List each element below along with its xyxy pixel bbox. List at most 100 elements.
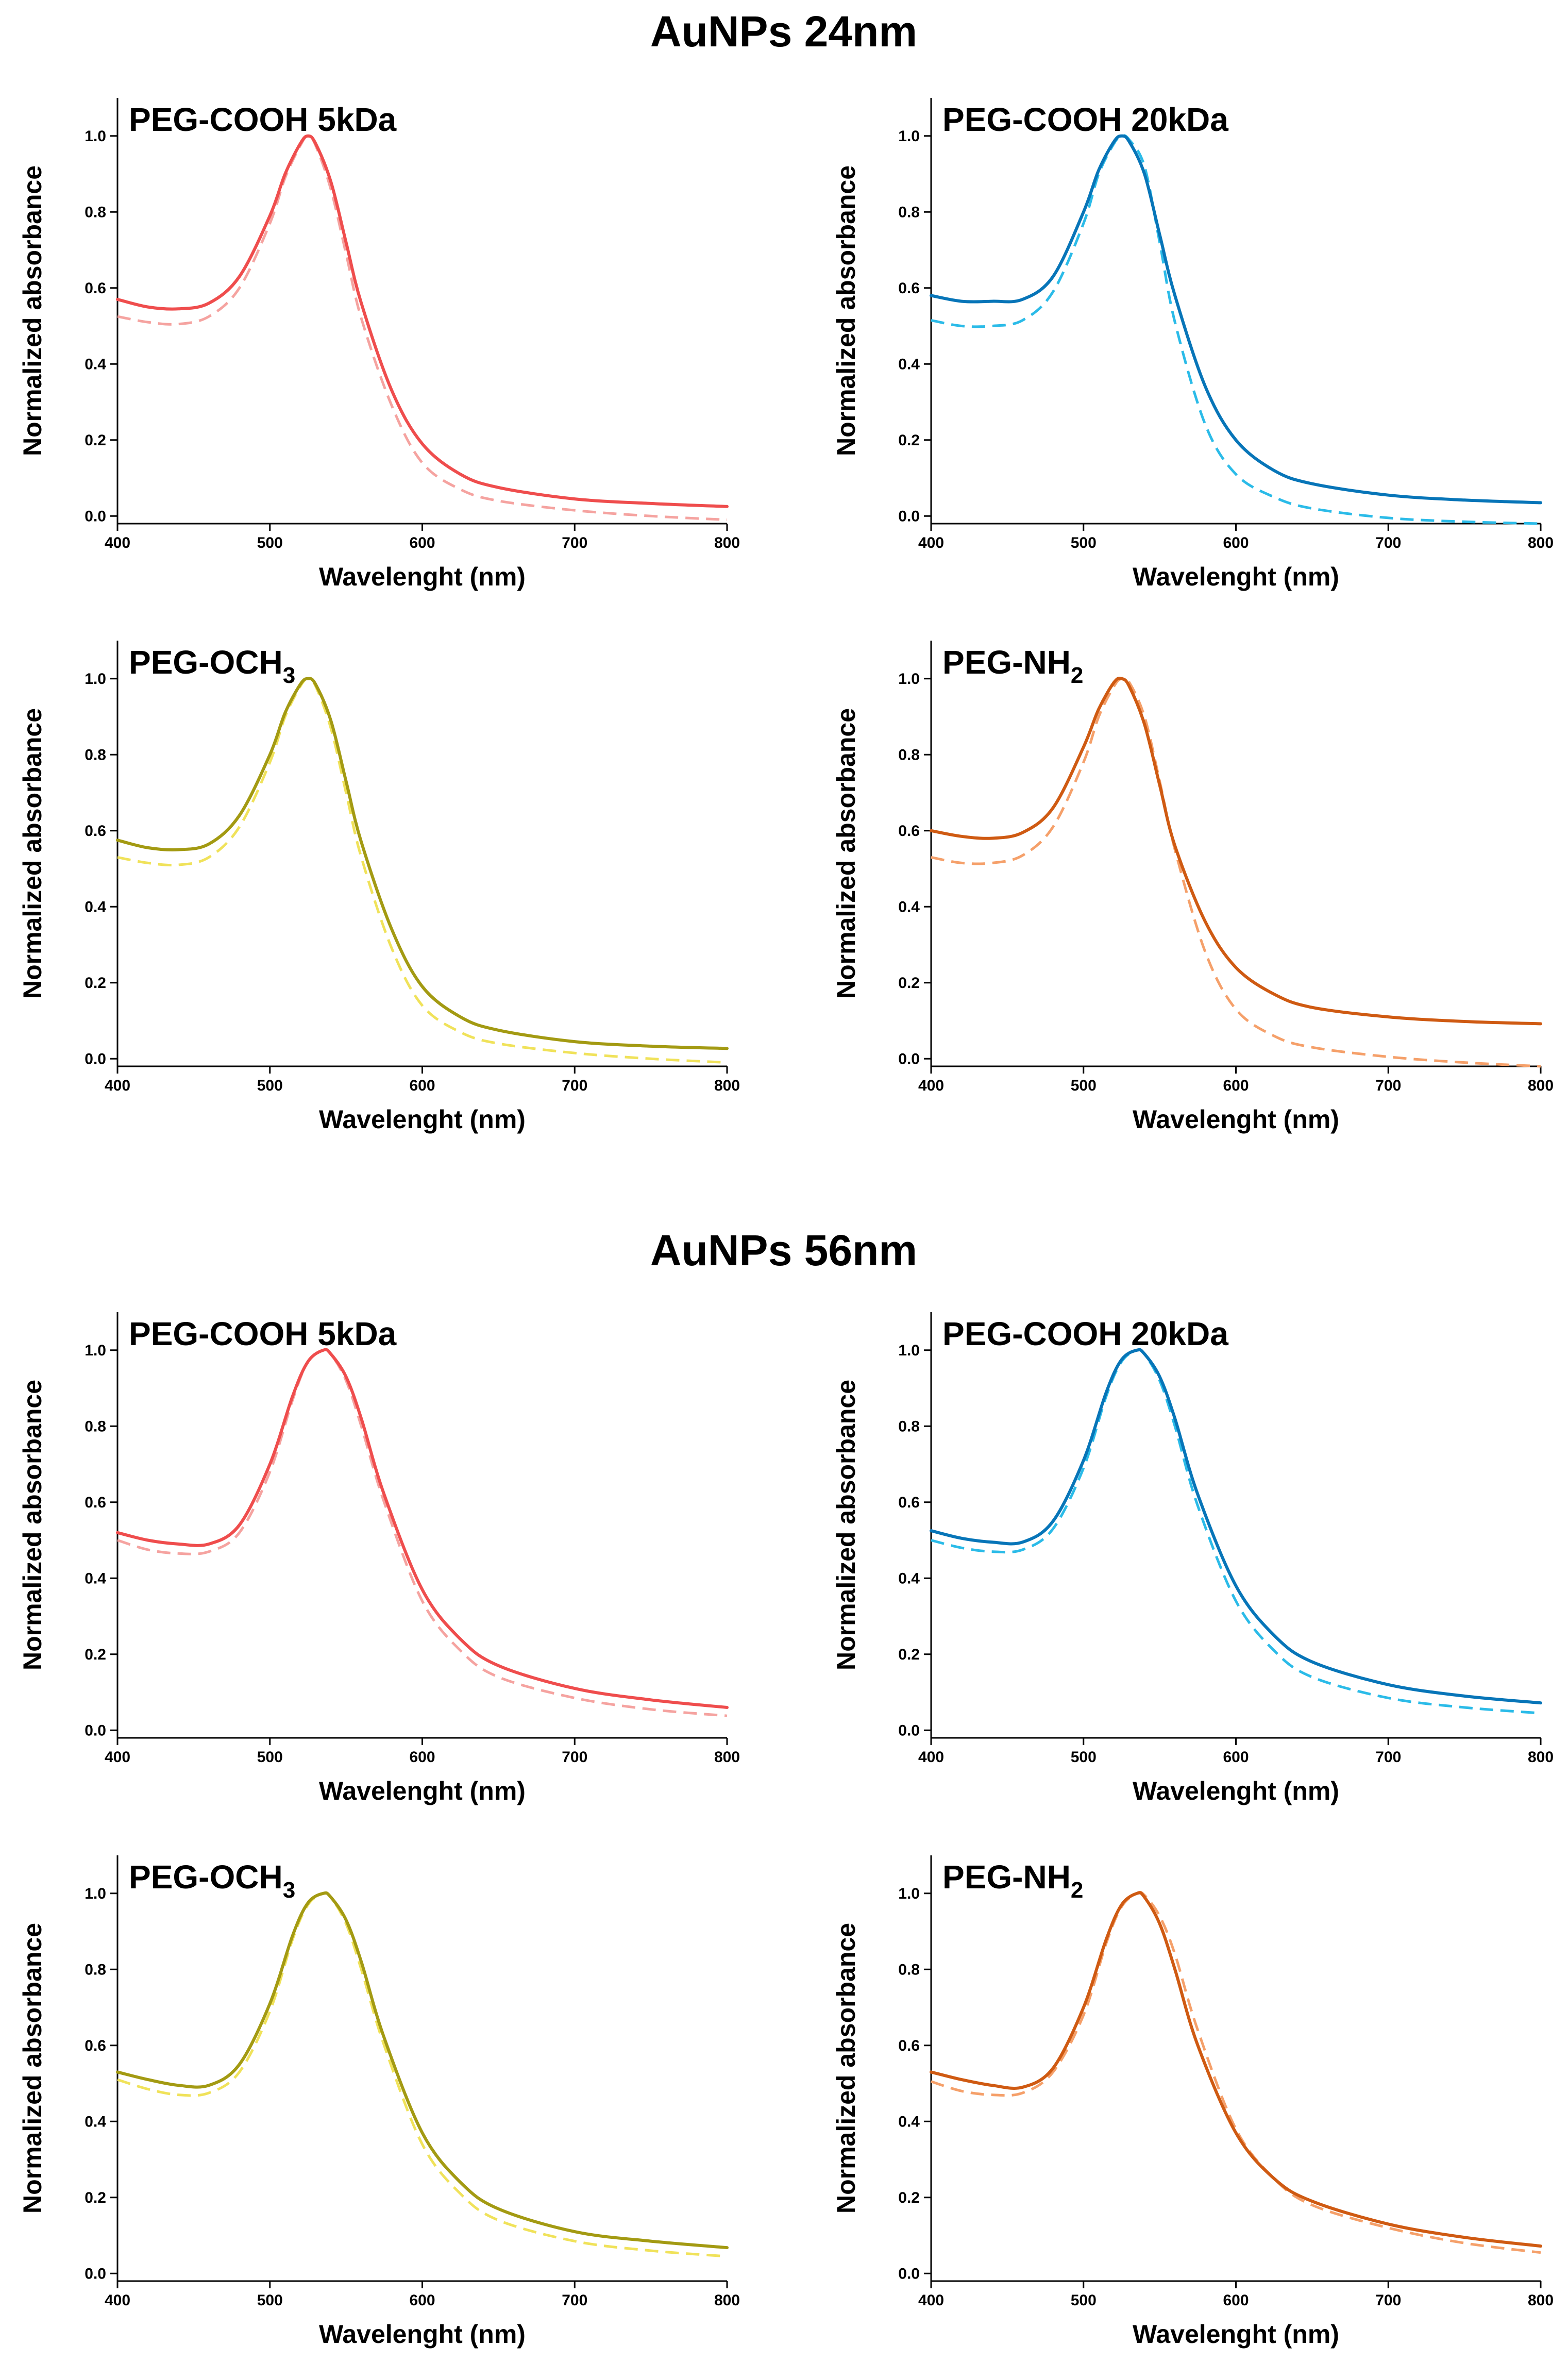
x-tick-label: 500 [257,1077,283,1094]
x-axis-label: Wavelenght (nm) [1133,562,1339,591]
y-axis-label: Normalized absorbance [832,165,861,456]
panel-title: PEG-COOH 5kDa [129,1315,397,1352]
x-tick-label: 400 [105,534,130,551]
axes [116,98,727,525]
panel-title-subscript: 3 [283,1878,295,1903]
y-tick-label: 0.4 [85,1570,106,1587]
section-title-24nm: AuNPs 24nm [650,7,917,56]
y-tick-label: 0.4 [898,1570,920,1587]
chart-panel-2: 400 500 600 700 800 0.0 0.2 0.4 0.6 0.8 1.0 Wavelen… [18,641,740,1134]
y-tick-label: 0.6 [898,1494,920,1511]
y-tick-label: 0.8 [898,746,920,763]
series-line-dashed [117,1891,728,2258]
y-tick-label: 0.0 [85,1722,106,1739]
y-tick-label: 0.2 [85,2189,106,2206]
axes [930,98,1541,525]
y-tick-label: 0.2 [85,432,106,449]
y-axis-label: Normalized absorbance [18,708,47,999]
x-tick-label: 400 [918,534,944,551]
y-tick-label: 0.4 [85,356,106,373]
series-line-solid [116,677,729,1050]
x-tick-label: 800 [714,1077,740,1094]
x-axis-label: Wavelenght (nm) [1133,2320,1339,2349]
axes [930,641,1541,1067]
y-axis-label: Normalized absorbance [18,1380,47,1670]
x-tick-label: 400 [918,2292,944,2309]
series-line-solid [116,1891,729,2250]
y-tick-label: 0.0 [898,2265,920,2282]
x-axis-label: Wavelenght (nm) [319,562,526,591]
x-tick-label: 800 [1528,534,1554,551]
y-tick-label: 1.0 [898,671,920,688]
y-tick-label: 0.6 [85,1494,106,1511]
panel-title-main: PEG-OCH [129,1858,283,1896]
x-tick-label: 400 [105,1749,130,1766]
panel-title: PEG-COOH 5kDa [129,101,397,138]
x-tick-label: 700 [1375,534,1401,551]
x-tick-label: 700 [562,534,587,551]
panel-title-main: PEG-NH [942,644,1071,681]
series-line-solid [930,134,1542,505]
y-axis-label: Normalized absorbance [18,165,47,456]
y-axis-label: Normalized absorbance [832,708,861,999]
panel-title: PEG-OCH3 [129,1858,295,1903]
x-tick-label: 400 [918,1749,944,1766]
x-axis-label: Wavelenght (nm) [1133,1105,1339,1134]
y-axis-label: Normalized absorbance [832,1923,861,2214]
y-tick-label: 1.0 [85,128,106,145]
x-tick-label: 700 [562,1077,587,1094]
section-title-56nm: AuNPs 56nm [650,1226,917,1275]
y-tick-label: 0.6 [85,823,106,840]
x-tick-label: 400 [105,2292,130,2309]
y-tick-label: 0.6 [898,2037,920,2054]
x-tick-label: 700 [562,1749,587,1766]
y-tick-label: 1.0 [898,1885,920,1902]
chart-panel-4: 400 500 600 700 800 0.0 0.2 0.4 0.6 0.8 1.0 Wavelen… [18,1312,740,1805]
panel-title-subscript: 2 [1071,1878,1083,1903]
y-tick-label: 1.0 [898,128,920,145]
chart-panel-7: 400 500 600 700 800 0.0 0.2 0.4 0.6 0.8 1.0 Wavelen… [832,1855,1554,2349]
y-tick-label: 0.4 [85,2113,106,2130]
panel-title-subscript: 3 [283,663,295,688]
y-tick-label: 0.8 [85,746,106,763]
series-line-solid [116,1348,729,1709]
panel-title-main: PEG-OCH [129,644,283,681]
y-tick-label: 0.4 [898,356,920,373]
y-tick-label: 0.6 [85,2037,106,2054]
x-tick-label: 400 [105,1077,130,1094]
panel-title-subscript: 2 [1071,663,1083,688]
x-tick-label: 600 [1223,1077,1249,1094]
y-tick-label: 0.0 [898,1050,920,1067]
y-tick-label: 0.2 [85,975,106,992]
series-line-dashed [931,1890,1541,2254]
series-line-solid [930,1348,1542,1705]
y-tick-label: 0.6 [898,280,920,297]
axes [116,1855,727,2282]
y-tick-label: 0.8 [898,1961,920,1978]
y-tick-label: 0.6 [898,823,920,840]
panel-title-main: PEG-COOH 5kDa [129,1315,397,1352]
y-tick-label: 0.4 [898,2113,920,2130]
y-axis-label: Normalized absorbance [18,1923,47,2214]
x-tick-label: 700 [562,2292,587,2309]
x-tick-label: 500 [257,2292,283,2309]
y-tick-label: 1.0 [85,1342,106,1359]
series-line-solid [930,1891,1542,2248]
chart-panel-1: 400 500 600 700 800 0.0 0.2 0.4 0.6 0.8 1.0 Wavelen… [832,98,1554,591]
x-tick-label: 800 [1528,2292,1554,2309]
x-tick-label: 800 [1528,1749,1554,1766]
y-tick-label: 0.6 [85,280,106,297]
panel-title-main: PEG-COOH 20kDa [942,101,1228,138]
series-line-dashed [117,1348,728,1717]
x-tick-label: 600 [409,534,435,551]
y-tick-label: 0.8 [85,204,106,221]
y-tick-label: 0.0 [85,1050,106,1067]
panel-title: PEG-NH2 [942,1858,1083,1903]
y-tick-label: 0.2 [85,1646,106,1663]
x-tick-label: 600 [1223,2292,1249,2309]
y-tick-label: 0.2 [898,975,920,992]
y-tick-label: 0.8 [85,1418,106,1435]
x-tick-label: 600 [409,2292,435,2309]
y-tick-label: 0.8 [85,1961,106,1978]
x-tick-label: 500 [1071,2292,1097,2309]
